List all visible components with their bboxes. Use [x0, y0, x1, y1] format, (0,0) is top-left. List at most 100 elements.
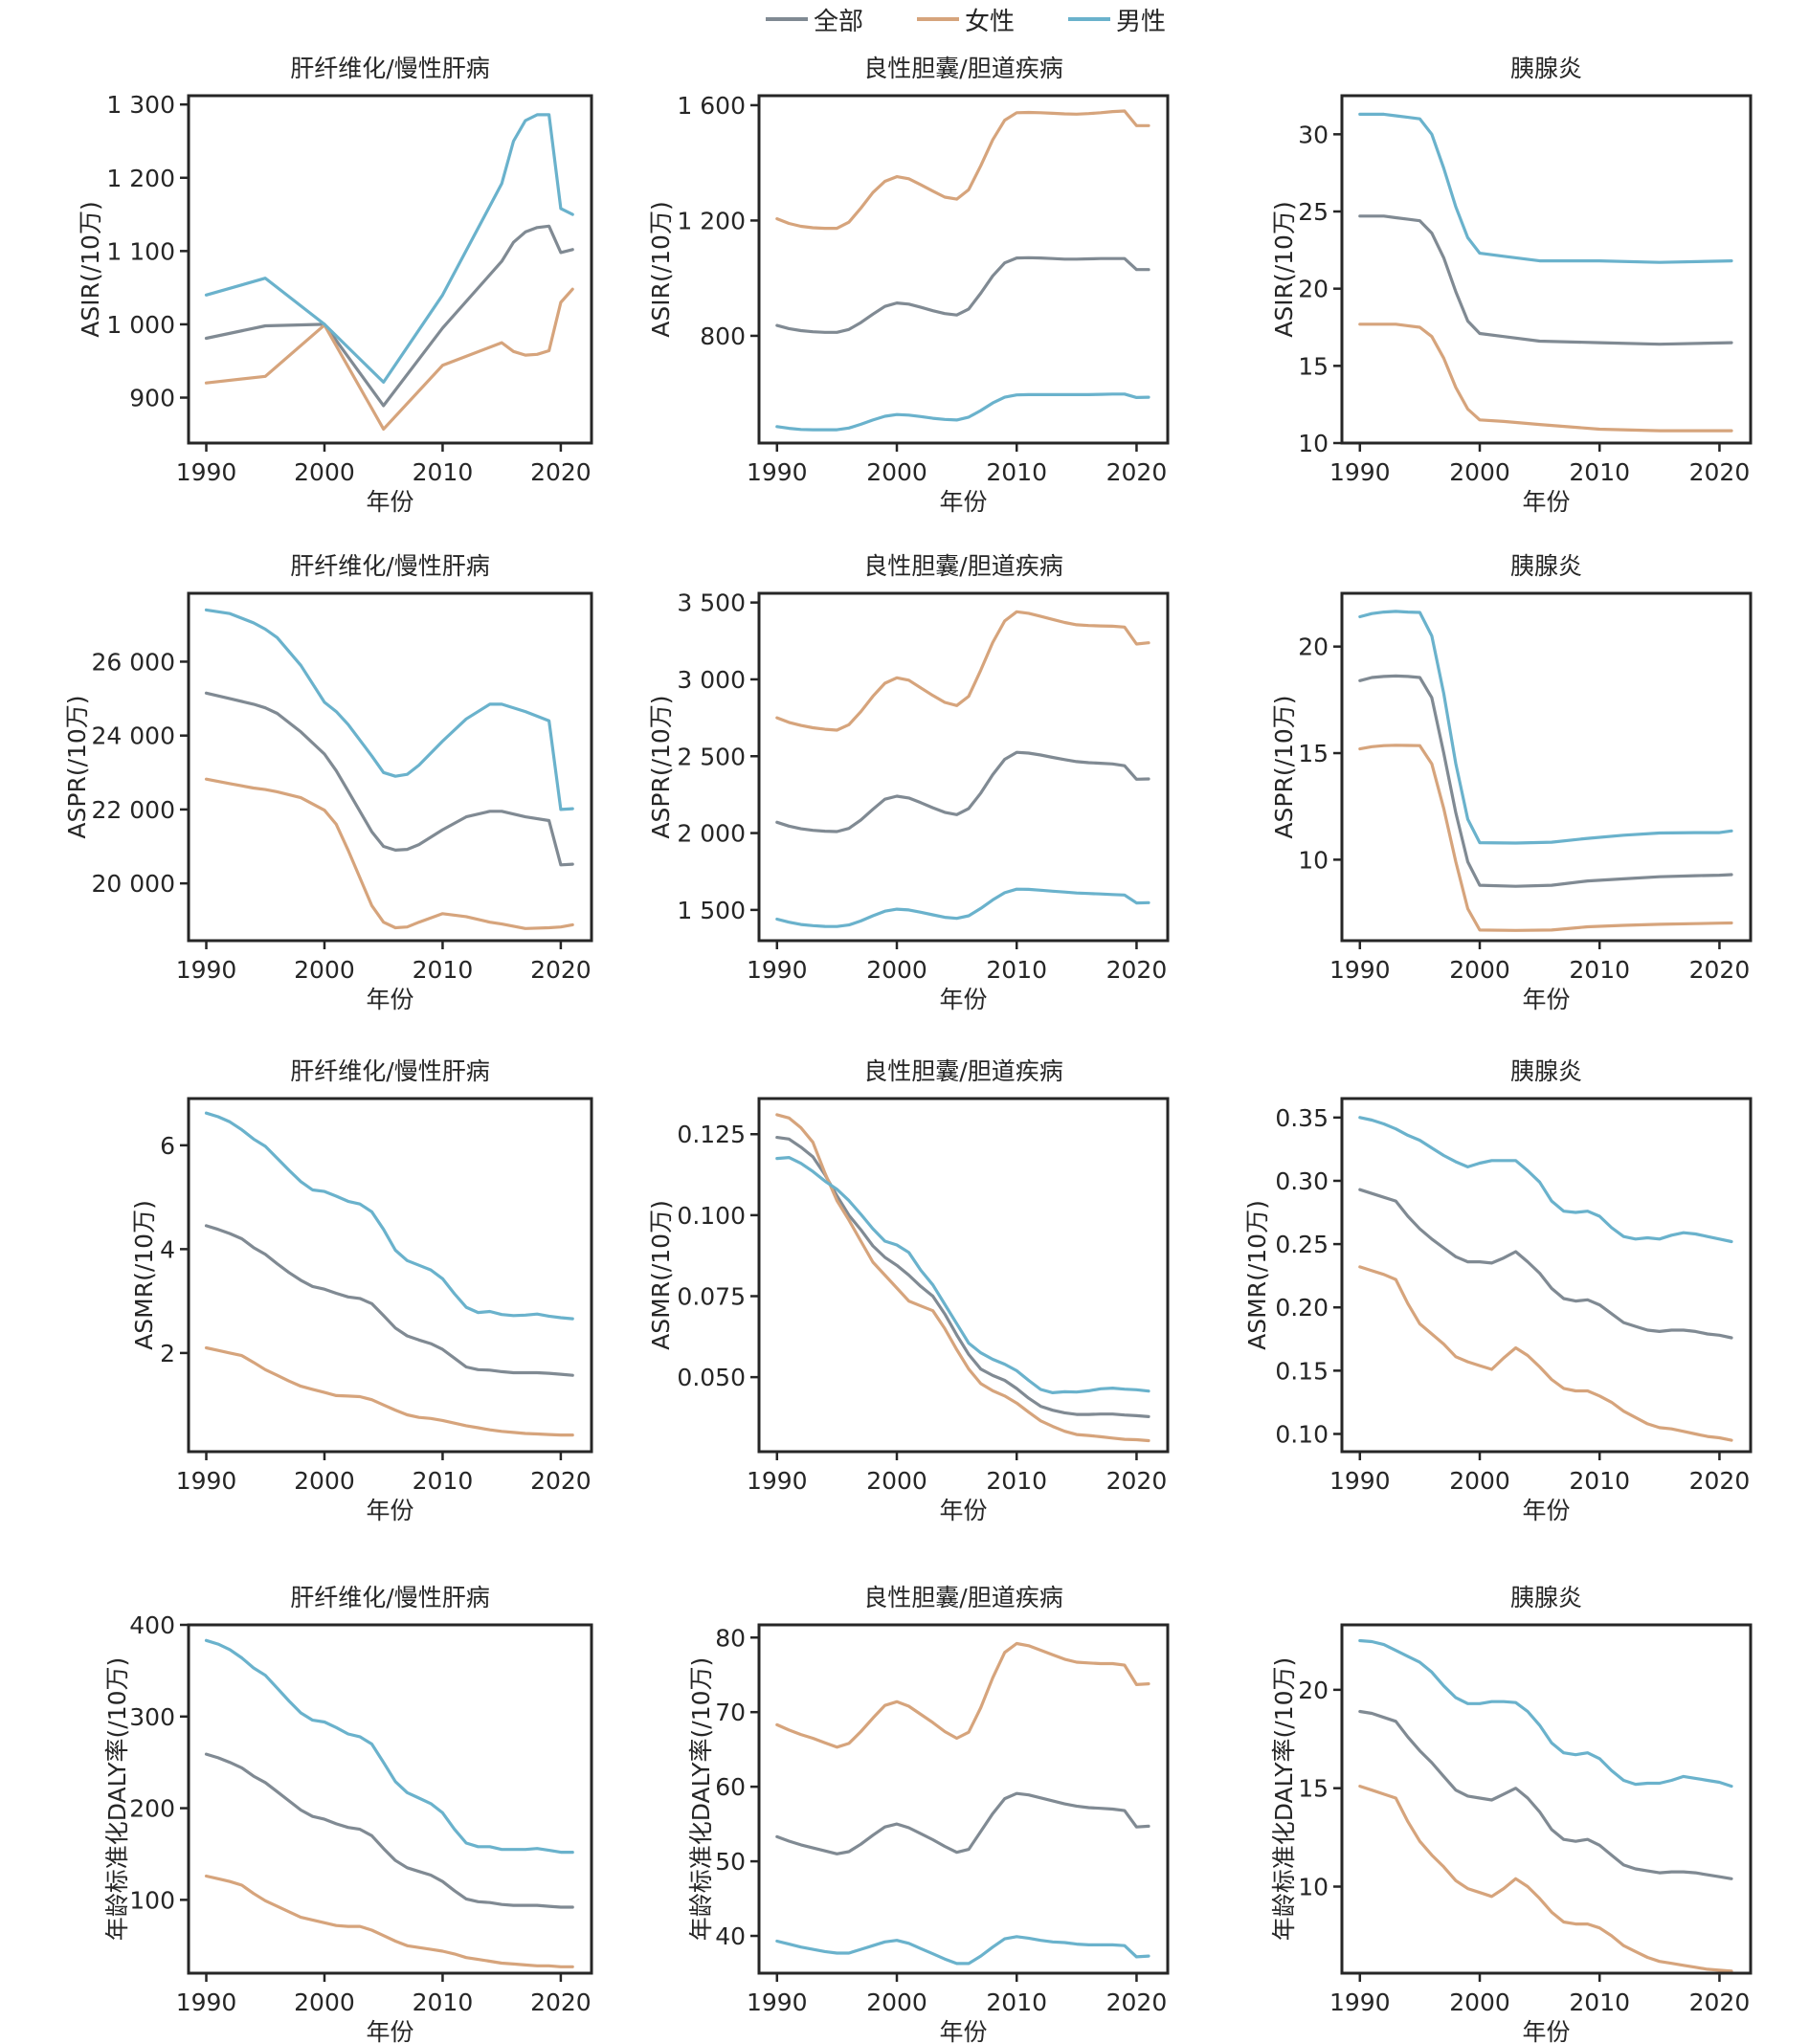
x-tick-label: 2000 [866, 1467, 927, 1495]
x-tick-label: 2020 [1689, 956, 1751, 984]
y-axis-label: ASIR(/10万) [77, 201, 104, 337]
y-tick-label: 0.100 [677, 1202, 746, 1230]
x-tick-label: 2000 [1449, 1988, 1510, 2016]
x-tick-label: 2010 [413, 1988, 474, 2016]
y-tick-label: 70 [715, 1699, 746, 1726]
x-tick-label: 2020 [530, 1467, 592, 1495]
subplot-title: 肝纤维化/慢性肝病 [290, 1584, 489, 1611]
subplot-2: 良性胆囊/胆道疾病 1990 2000 2010 2020 年份 800 1 200 1 600… [647, 55, 1170, 516]
axes-frame [1340, 1097, 1753, 1454]
x-tick-label: 2020 [1106, 1467, 1168, 1495]
series-line-female [1358, 322, 1733, 433]
x-tick-label: 2010 [413, 1467, 474, 1495]
y-tick-label: 1 200 [677, 207, 746, 234]
x-tick-label: 1990 [176, 458, 237, 486]
y-tick-label: 20 [1298, 633, 1329, 661]
y-tick-label: 0.20 [1275, 1294, 1329, 1322]
subplot-6: 胰腺炎 1990 2000 2010 2020 年份 10 15 20 ASPR(/10万) [1270, 552, 1753, 1013]
y-tick-label: 30 [1298, 121, 1329, 148]
x-axis-label: 年份 [366, 2018, 413, 2044]
y-tick-label: 2 000 [677, 820, 746, 848]
y-axis-label: ASPR(/10万) [647, 695, 675, 838]
y-tick-label: 400 [129, 1611, 175, 1639]
series-line-male [1358, 610, 1733, 845]
subplot-10: 肝纤维化/慢性肝病 1990 2000 2010 2020 年份 100 200 300 400 年… [103, 1584, 593, 2044]
x-tick-label: 2010 [986, 1988, 1047, 2016]
axes-frame [757, 1097, 1170, 1454]
x-tick-label: 1990 [747, 1467, 808, 1495]
x-axis-label: 年份 [939, 986, 987, 1013]
x-tick-label: 2000 [294, 1988, 355, 2016]
series-line-female [204, 777, 574, 930]
y-tick-label: 15 [1298, 1775, 1329, 1803]
x-axis-label: 年份 [1522, 986, 1570, 1013]
subplot-3: 胰腺炎 1990 2000 2010 2020 年份 10 15 20 25 30 ASIR(/10万… [1270, 55, 1753, 516]
legend-label-male: 男性 [1116, 7, 1167, 36]
series-line-female [204, 1874, 574, 1968]
y-axis-label: 年龄标准化DALY率(/10万) [103, 1657, 131, 1942]
y-tick-label: 22 000 [92, 796, 175, 824]
y-axis-label: ASPR(/10万) [63, 695, 91, 838]
y-tick-label: 0.25 [1275, 1231, 1329, 1258]
series-line-all [775, 1135, 1150, 1419]
x-tick-label: 2020 [530, 458, 592, 486]
subplot-title: 胰腺炎 [1510, 552, 1582, 580]
x-tick-label: 1990 [1329, 458, 1391, 486]
x-tick-label: 1990 [747, 1988, 808, 2016]
series-line-male [775, 1155, 1150, 1395]
series-line-male [1358, 1638, 1733, 1788]
x-axis-label: 年份 [366, 1497, 413, 1524]
subplot-title: 肝纤维化/慢性肝病 [290, 55, 489, 82]
x-axis-label: 年份 [1522, 488, 1570, 516]
y-tick-label: 100 [129, 1886, 175, 1914]
series-line-all [1358, 1188, 1733, 1340]
legend-item-female: 女性 [917, 2, 1015, 37]
y-tick-label: 10 [1298, 846, 1329, 874]
y-axis-label: ASPR(/10万) [1270, 695, 1298, 838]
x-tick-label: 2010 [986, 458, 1047, 486]
y-tick-label: 1 000 [106, 311, 175, 339]
x-tick-label: 1990 [1329, 1988, 1391, 2016]
y-tick-label: 15 [1298, 352, 1329, 380]
y-tick-label: 4 [160, 1235, 175, 1263]
y-tick-label: 10 [1298, 430, 1329, 457]
y-tick-label: 3 500 [677, 589, 746, 617]
legend-label-female: 女性 [965, 7, 1016, 36]
y-axis-label: ASMR(/10万) [1243, 1200, 1271, 1350]
subplot-11: 良性胆囊/胆道疾病 1990 2000 2010 2020 年份 40 50 60 70 80年龄标… [687, 1584, 1170, 2044]
series-line-female [1358, 1784, 1733, 1973]
x-tick-label: 1990 [176, 1467, 237, 1495]
x-tick-label: 2000 [1449, 458, 1510, 486]
x-tick-label: 1990 [1329, 1467, 1391, 1495]
series-line-male [204, 1638, 574, 1855]
subplot-title: 肝纤维化/慢性肝病 [290, 1057, 489, 1085]
series-line-male [204, 608, 574, 811]
series-line-all [204, 224, 574, 408]
y-tick-label: 0.15 [1275, 1357, 1329, 1385]
y-tick-label: 10 [1298, 1874, 1329, 1901]
y-axis-label: 年龄标准化DALY率(/10万) [1270, 1657, 1298, 1942]
subplot-9: 胰腺炎 1990 2000 2010 2020 年份 0.10 0.15 0.20 0.25 0.3… [1243, 1057, 1753, 1524]
series-line-all [204, 1752, 574, 1909]
y-tick-label: 1 600 [677, 92, 746, 120]
y-tick-label: 15 [1298, 740, 1329, 767]
y-tick-label: 0.35 [1275, 1104, 1329, 1132]
series-line-male [775, 1935, 1150, 1966]
legend-label-all: 全部 [814, 7, 864, 36]
legend-swatch-all [766, 17, 808, 21]
legend-swatch-female [917, 17, 960, 21]
x-tick-label: 2000 [294, 458, 355, 486]
y-tick-label: 60 [715, 1773, 746, 1801]
y-tick-label: 2 500 [677, 743, 746, 770]
axes-frame [757, 591, 1170, 943]
legend-swatch-male [1068, 17, 1111, 21]
y-axis-label: ASIR(/10万) [647, 201, 675, 337]
legend-item-male: 男性 [1068, 2, 1166, 37]
subplot-title: 肝纤维化/慢性肝病 [290, 552, 489, 580]
series-line-male [204, 1111, 574, 1321]
series-line-all [204, 691, 574, 867]
x-tick-label: 2020 [1106, 1988, 1168, 2016]
x-axis-label: 年份 [1522, 2018, 1570, 2044]
x-tick-label: 2010 [1569, 1467, 1630, 1495]
